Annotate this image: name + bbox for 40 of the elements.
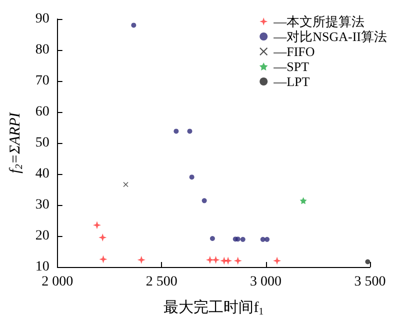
point <box>264 236 270 242</box>
point <box>123 182 128 188</box>
y-tick-label: 80 <box>35 42 50 58</box>
point <box>235 236 240 242</box>
point <box>131 22 136 28</box>
point <box>300 197 307 204</box>
x-tick-label: 2 500 <box>146 274 178 290</box>
point <box>206 256 214 264</box>
x-tick-label: 2 000 <box>42 274 74 290</box>
y-tick-label: 60 <box>35 104 50 120</box>
y-tick-label: 20 <box>35 228 50 244</box>
point <box>137 256 146 264</box>
y-tick-label: 30 <box>35 198 50 212</box>
legend-label: —本文所提算法 <box>272 14 365 29</box>
legend-label: —SPT <box>272 59 310 74</box>
y-tick-label: 40 <box>35 166 50 182</box>
point <box>273 256 282 265</box>
legend-label: —LPT <box>272 74 310 89</box>
y-axis-title: f2=ΣARPI <box>8 112 25 174</box>
point <box>187 128 192 134</box>
point <box>210 236 215 241</box>
point <box>224 256 232 265</box>
point <box>92 221 101 230</box>
x-tick-label: 3 500 <box>354 274 386 290</box>
point <box>99 255 108 264</box>
point <box>212 256 220 264</box>
point <box>240 236 246 242</box>
y-tick-label: 50 <box>35 136 50 150</box>
point <box>174 128 179 134</box>
legend-label: —对比NSGA-II算法 <box>272 29 388 44</box>
y-tick-label: 90 <box>35 12 50 26</box>
point <box>365 259 370 264</box>
y-tick-label: 10 <box>35 260 50 274</box>
point <box>234 256 242 265</box>
point <box>202 198 207 204</box>
point <box>189 174 194 180</box>
legend-label: —FIFO <box>272 44 315 59</box>
x-tick-label: 3 000 <box>250 274 282 290</box>
point <box>98 234 107 242</box>
y-tick-label: 70 <box>35 74 50 88</box>
